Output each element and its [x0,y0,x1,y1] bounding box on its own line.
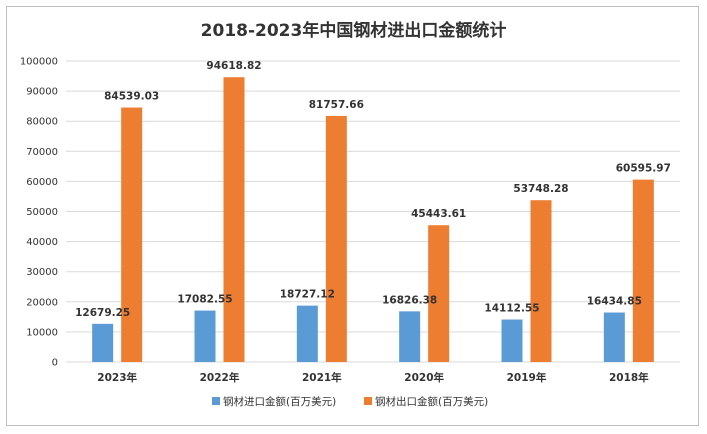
y-tick-label: 0 [52,358,58,369]
y-axis-ticks: 0 10000 20000 30000 40000 50000 60000 70000 8000… [20,57,58,369]
data-label: 16434.85 [587,296,642,308]
y-tick-label: 30000 [26,267,58,278]
x-category-label: 2021年 [302,371,342,384]
bar [121,107,143,362]
bar [428,225,450,362]
legend-label: 钢材进口金额(百万美元) [223,395,336,408]
data-label: 18727.12 [280,289,335,301]
bar [92,323,114,362]
bars [92,77,654,362]
x-category-label: 2023年 [97,371,137,384]
legend-label: 钢材出口金额(百万美元) [375,395,488,408]
data-label: 17082.55 [177,294,232,306]
data-label: 14112.55 [484,303,539,315]
data-label: 45443.61 [411,208,466,220]
y-tick-label: 40000 [26,237,58,248]
y-tick-label: 70000 [26,147,58,158]
data-label: 12679.25 [75,307,130,319]
data-label: 84539.03 [104,91,159,103]
bar [325,115,347,362]
y-tick-label: 20000 [26,297,58,308]
y-tick-label: 50000 [26,207,58,218]
y-tick-label: 80000 [26,117,58,128]
gridlines [66,60,680,363]
x-category-label: 2018年 [609,371,649,384]
x-category-label: 2022年 [200,371,240,384]
x-category-label: 2019年 [507,371,547,384]
y-tick-label: 60000 [26,177,58,188]
data-label: 16826.38 [382,294,437,306]
y-tick-label: 90000 [26,87,58,98]
y-tick-label: 10000 [26,327,58,338]
legend-swatch [364,397,372,405]
legend-swatch [212,397,220,405]
bar [501,319,523,362]
chart-title: 2018-2023年中国钢材进出口金额统计 [201,20,507,41]
bar [632,179,654,362]
bar [194,310,216,362]
data-label: 60595.97 [616,163,671,175]
data-labels: 12679.25 84539.03 17082.55 94618.82 18727.12… [75,60,671,319]
data-label: 94618.82 [206,60,261,72]
bar [530,200,552,362]
bar [223,77,245,362]
bar [399,311,421,362]
x-category-label: 2020年 [404,371,444,384]
data-label: 53748.28 [513,183,568,195]
bar [603,312,625,362]
data-label: 81757.66 [309,99,364,111]
y-tick-label: 100000 [20,57,58,68]
bar [296,305,318,362]
x-axis-categories: 2023年 2022年 2021年 2020年 2019年 2018年 [97,371,649,384]
legend: 钢材进口金额(百万美元) 钢材出口金额(百万美元) [212,395,488,408]
